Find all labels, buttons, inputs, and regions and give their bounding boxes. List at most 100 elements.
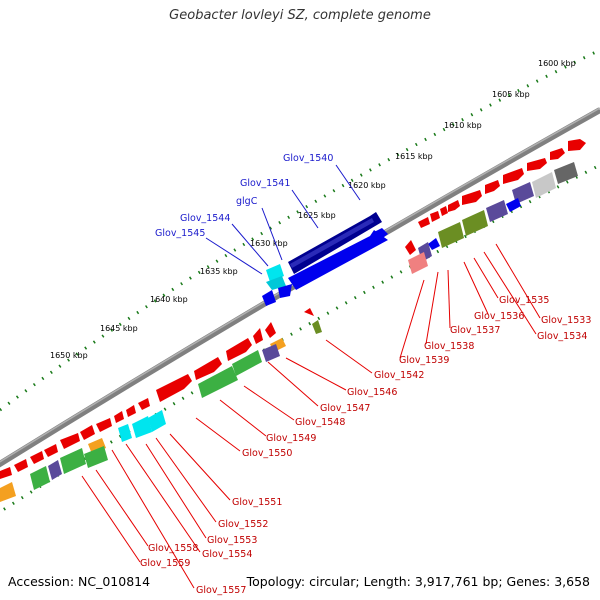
gene-label: Glov_1552 xyxy=(218,519,268,530)
gene-arrow xyxy=(226,338,252,361)
gene-label: Glov_1537 xyxy=(450,325,500,336)
gene-arrow xyxy=(30,451,44,464)
gene-arrow xyxy=(96,418,112,432)
gene-small-blue-b xyxy=(262,290,276,306)
red-leader-lines xyxy=(81,243,541,589)
gene-arrow xyxy=(462,190,482,205)
leader-line xyxy=(261,207,283,261)
gene-block xyxy=(532,172,556,198)
gene-arrow xyxy=(568,139,586,151)
genome-backbone xyxy=(0,107,600,468)
scale-label: 1620 kbp xyxy=(348,181,386,190)
gene-block xyxy=(30,466,50,490)
accession-label: Accession: NC_010814 xyxy=(8,574,151,589)
leader-line xyxy=(125,443,201,553)
leader-line xyxy=(155,437,217,523)
leader-line xyxy=(325,339,373,374)
gene-arrow xyxy=(418,217,430,228)
scale-label: 1650 kbp xyxy=(50,351,88,360)
gene-label: Glov_1557 xyxy=(196,585,246,596)
gene-label: Glov_1559 xyxy=(140,558,190,569)
leader-line xyxy=(483,251,537,335)
gene-arrow xyxy=(430,211,440,222)
gene-label: Glov_1547 xyxy=(320,403,370,414)
gene-label: Glov_1551 xyxy=(232,497,282,508)
gene-arrow xyxy=(60,433,80,449)
gene-label: Glov_1548 xyxy=(295,417,345,428)
forward-strand-genes xyxy=(0,139,586,479)
scale-label: 1600 kbp xyxy=(538,59,576,68)
gene-label: Glov_1534 xyxy=(537,331,587,342)
gene-block xyxy=(132,416,152,438)
gene-block xyxy=(88,438,106,454)
leader-line xyxy=(111,449,195,589)
scale-label: 1625 kbp xyxy=(298,211,336,220)
gene-label: Glov_1550 xyxy=(242,448,292,459)
gene-arrow xyxy=(527,158,547,171)
gene-block xyxy=(506,198,521,212)
gene-block xyxy=(118,424,132,442)
genome-summary: Topology: circular; Length: 3,917,761 bp… xyxy=(246,574,590,589)
gene-block xyxy=(554,162,578,184)
gene-arrow xyxy=(550,148,565,160)
scale-label: 1635 kbp xyxy=(200,267,238,276)
leader-line xyxy=(231,223,269,267)
reverse-strand-genes xyxy=(0,162,578,502)
leader-line xyxy=(195,417,241,452)
leader-line xyxy=(463,261,489,315)
gene-label: Glov_1535 xyxy=(499,295,549,306)
scale-labels: 1600 kbp 1605 kbp 1610 kbp 1615 kbp 1620… xyxy=(50,59,576,360)
glycogen-operon-forward xyxy=(262,212,388,306)
leader-line xyxy=(169,433,231,501)
gene-block xyxy=(462,210,488,236)
gene-block xyxy=(198,366,238,398)
gene-arrow xyxy=(126,405,136,417)
gene-label: Glov_1549 xyxy=(266,433,316,444)
scale-label: 1605 kbp xyxy=(492,90,530,99)
gene-label: Glov_1538 xyxy=(424,341,474,352)
gene-arrow xyxy=(14,459,28,472)
leader-line xyxy=(205,237,263,275)
leader-line xyxy=(447,269,451,329)
gene-label: Glov_1540 xyxy=(283,153,333,164)
gene-block xyxy=(84,446,108,468)
leader-line xyxy=(425,271,439,345)
leader-line xyxy=(81,475,141,563)
gene-glov-1540-highlight xyxy=(290,218,374,268)
gene-block xyxy=(438,222,464,248)
gene-glov-1541 xyxy=(288,230,388,290)
gene-arrow xyxy=(253,328,263,344)
leader-line xyxy=(285,357,347,391)
outer-scale-ring xyxy=(0,48,600,412)
leader-line xyxy=(335,164,361,201)
gene-label: Glov_1542 xyxy=(374,370,424,381)
scale-label: 1645 kbp xyxy=(100,324,138,333)
gene-glov-1545 xyxy=(266,276,286,290)
map-title: Geobacter lovleyi SZ, complete genome xyxy=(169,8,431,23)
scale-label: 1610 kbp xyxy=(444,121,482,130)
gene-label: Glov_1553 xyxy=(207,535,257,546)
gene-arrow xyxy=(156,374,192,402)
gene-block xyxy=(408,252,428,274)
gene-block xyxy=(304,308,314,316)
gene-block xyxy=(60,448,86,474)
gene-block xyxy=(262,344,280,362)
leader-line xyxy=(495,243,541,319)
leader-line xyxy=(145,443,207,539)
gene-label: glgC xyxy=(236,196,258,207)
gene-arrow xyxy=(503,168,524,184)
gene-block xyxy=(0,482,16,502)
scale-label: 1640 kbp xyxy=(150,295,188,304)
gene-block xyxy=(148,410,166,432)
leader-line xyxy=(399,279,425,359)
scale-label: 1630 kbp xyxy=(250,239,288,248)
gene-arrow xyxy=(138,398,150,410)
gene-arrow xyxy=(0,467,12,479)
gene-block xyxy=(48,460,62,480)
gene-arrow xyxy=(80,425,95,440)
gene-block xyxy=(232,350,262,376)
gene-label: Glov_1546 xyxy=(347,387,397,398)
gene-small-blue-a xyxy=(278,284,292,298)
leader-line xyxy=(473,257,499,299)
